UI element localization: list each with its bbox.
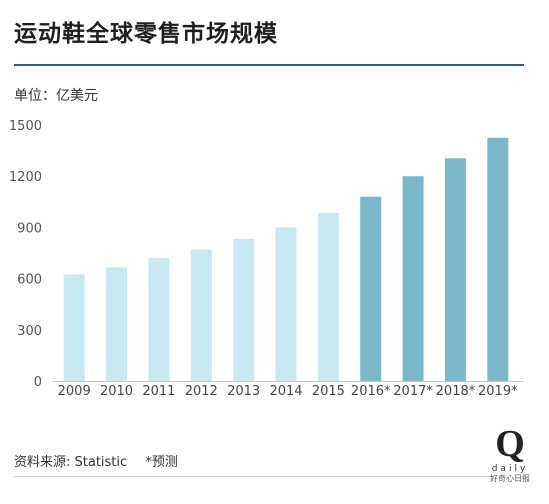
logo-cn: 好奇心日报 [490, 474, 530, 483]
x-tick-label: 2009 [58, 384, 91, 399]
y-tick-label: 0 [34, 375, 42, 390]
bar-2010 [106, 267, 128, 381]
bar-2014 [275, 227, 297, 381]
bar-2016-forecast [360, 196, 382, 381]
chart-title: 运动鞋全球零售市场规模 [14, 21, 278, 47]
logo-word: daily [491, 464, 529, 474]
x-tick-label: 2013 [227, 384, 260, 399]
bar-2017-forecast [402, 176, 424, 381]
y-tick-label: 1500 [9, 119, 42, 134]
x-tick-label: 2010 [100, 384, 133, 399]
y-tick-label: 1200 [9, 170, 42, 185]
x-tick-label: 2018* [436, 384, 476, 399]
y-tick-label: 600 [17, 273, 42, 288]
x-tick-label: 2015 [312, 384, 345, 399]
bar-2009 [63, 274, 85, 381]
title-divider [14, 64, 524, 66]
bar-2015 [317, 212, 339, 381]
x-tick-label: 2019* [478, 384, 518, 399]
x-tick-label: 2012 [185, 384, 218, 399]
source-note: 资料来源: Statistic [14, 455, 128, 470]
bars-group [63, 137, 509, 381]
bar-2018-forecast [444, 158, 466, 381]
x-tick-label: 2017* [393, 384, 433, 399]
bar-2019-forecast [487, 137, 509, 381]
x-axis: 2009 2010 2011 2012 2013 2014 2015 2016* 2017* 20… [58, 384, 518, 399]
x-tick-label: 2011 [142, 384, 175, 399]
y-axis: 0 300 600 900 1200 1500 [9, 119, 42, 390]
forecast-note: *预测 [145, 455, 178, 470]
bar-2011 [148, 258, 170, 381]
unit-label: 单位：亿美元 [14, 88, 98, 104]
qdaily-logo: Q daily 好奇心日报 [489, 424, 531, 496]
logo-letter: Q [495, 423, 525, 465]
chart-footer: 资料来源: Statistic *预测 [14, 451, 192, 470]
x-tick-label: 2016* [351, 384, 391, 399]
x-tick-label: 2014 [269, 384, 302, 399]
bar-chart: 0 300 600 900 1200 1500 2009 2010 2011 2012 2013 2… [9, 119, 524, 399]
y-tick-label: 300 [17, 324, 42, 339]
bar-2012 [190, 249, 212, 381]
bar-2013 [233, 238, 255, 381]
footer-divider [14, 476, 494, 477]
y-tick-label: 900 [17, 221, 42, 236]
